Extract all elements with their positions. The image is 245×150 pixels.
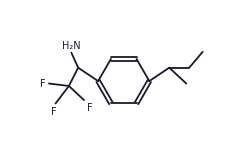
Text: F: F [87, 103, 93, 112]
Text: F: F [40, 79, 46, 88]
Text: H₂N: H₂N [62, 41, 81, 51]
Text: F: F [51, 107, 57, 117]
